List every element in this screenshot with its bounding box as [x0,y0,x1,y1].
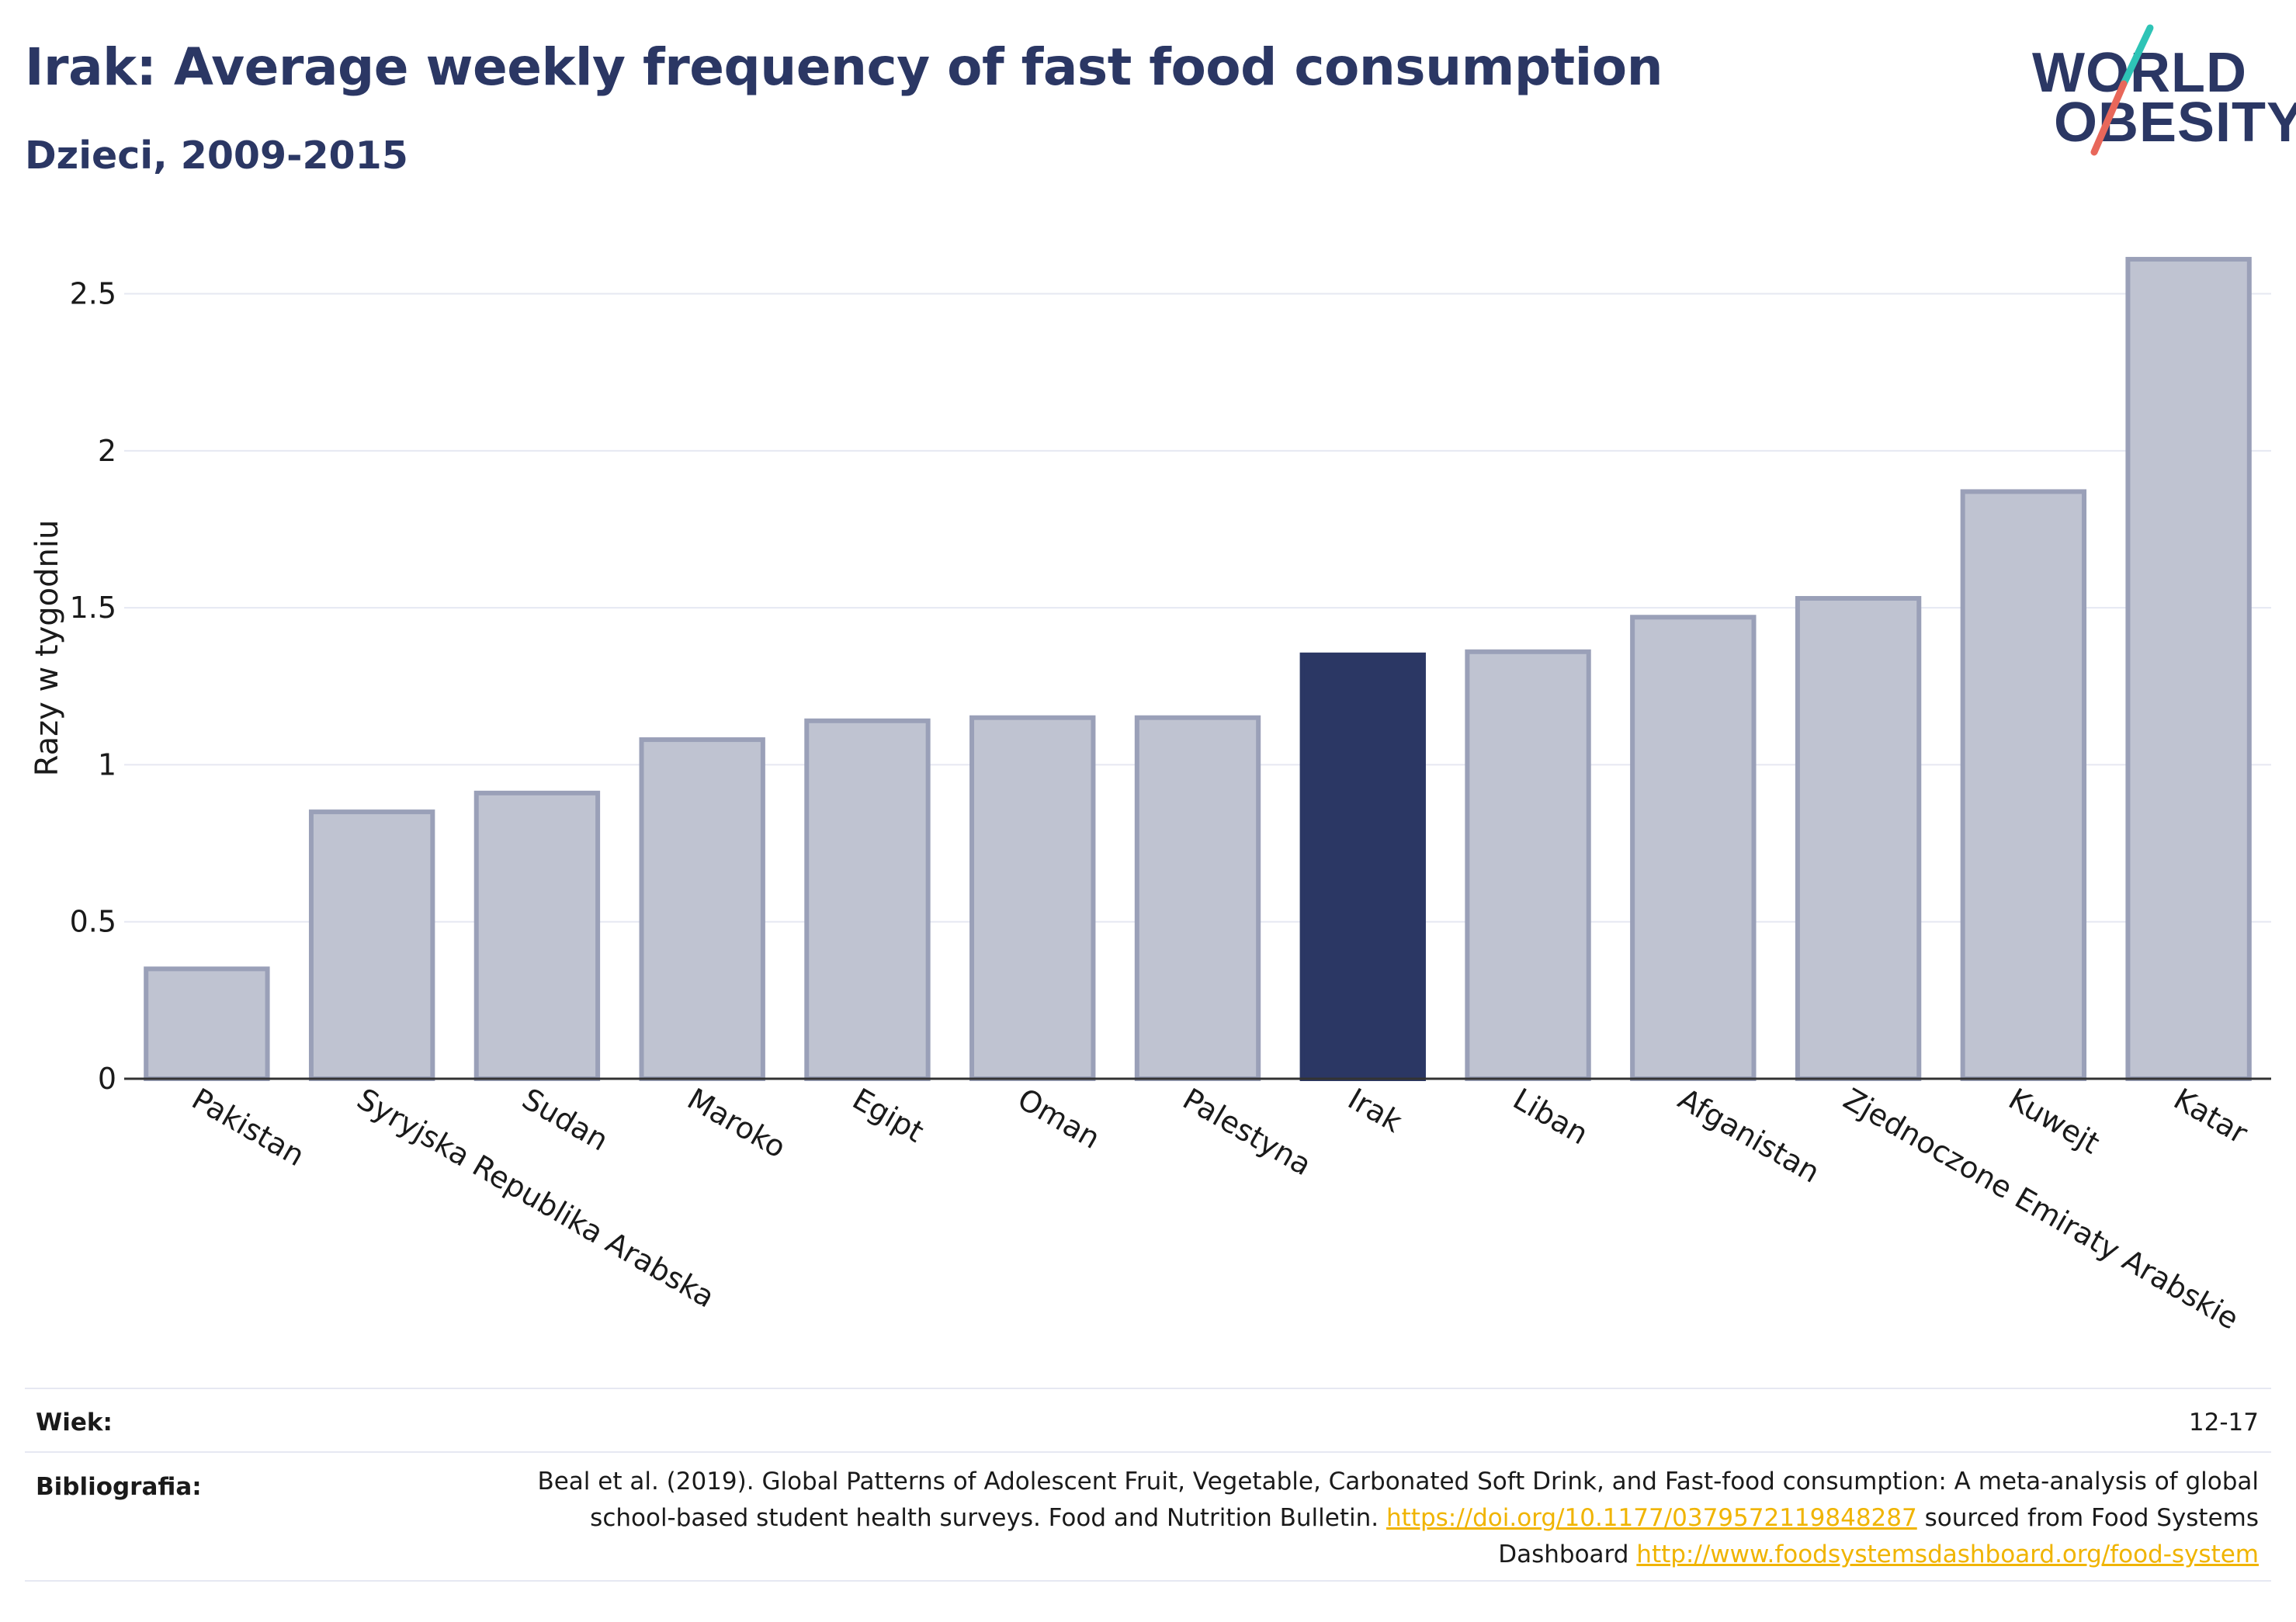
bar-zjednoczone-emiraty-arabskie[interactable] [1795,595,1922,1081]
x-tick-label: Kuwejt [2003,1082,2105,1161]
bibliography-text-part1: Beal et al. (2019). Global Patterns of A… [537,1468,2259,1532]
chart-title: Irak: Average weekly frequency of fast f… [25,37,1663,97]
bar-kuwejt[interactable] [1960,489,2087,1081]
footer-divider-top [25,1388,2271,1389]
y-tick-label: 2.5 [70,277,116,311]
x-tick-label: Pakistan [186,1082,310,1173]
x-tick-label: Sudan [516,1082,614,1158]
x-tick-label: Maroko [682,1082,792,1165]
x-tick-label: Palestyna [1177,1082,1317,1183]
world-obesity-logo[interactable]: WORLD OBESITY [2026,23,2296,163]
bar-egipt[interactable] [804,718,931,1081]
bar-sudan[interactable] [473,790,601,1081]
y-tick-label: 0.5 [70,905,116,939]
y-axis-title: Razy w tygodniu [29,520,65,777]
age-value: 12-17 [2188,1409,2259,1437]
footer-divider-bottom [25,1580,2271,1582]
y-tick-label: 1 [98,747,116,782]
x-tick-label: Irak [1342,1082,1407,1139]
y-tick-label: 2 [98,434,116,468]
y-tick-labels: 0 0.5 1 1.5 2 2.5 [70,277,116,1096]
age-label: Wiek: [36,1409,113,1437]
chart-subtitle: Dzieci, 2009-2015 [25,133,408,178]
x-tick-label: Liban [1507,1082,1594,1152]
bars [144,257,2252,1082]
x-tick-label: Afganistan [1673,1082,1826,1190]
food-systems-link[interactable]: http://www.foodsystemsdashboard.org/food… [1636,1541,2259,1568]
bar-katar[interactable] [2125,257,2252,1082]
bibliography-text-part2: sourced from Food Systems Dashboard [1498,1504,2259,1568]
bar-irak[interactable] [1299,652,1426,1081]
logo-line-obesity: OBESITY [2054,92,2296,154]
bar-oman[interactable] [969,715,1096,1082]
x-tick-label: Katar [2168,1082,2253,1151]
bibliography-text: Beal et al. (2019). Global Patterns of A… [489,1464,2259,1573]
bar-chart: 0 0.5 1 1.5 2 2.5 Pakistan Syryjska Republika … [29,257,2271,1336]
bar-pakistan[interactable] [144,966,270,1082]
bar-liban[interactable] [1465,649,1591,1081]
footer-divider-mid [25,1451,2271,1453]
doi-link[interactable]: https://doi.org/10.1177/0379572119848287 [1386,1504,1917,1532]
y-tick-label: 1.5 [70,591,116,625]
x-tick-label: Oman [1012,1082,1106,1156]
bar-afganistan[interactable] [1630,615,1757,1081]
y-tick-label: 0 [98,1062,116,1096]
bar-syryjska-republika-arabska[interactable] [308,809,435,1081]
bar-maroko[interactable] [639,737,765,1081]
logo-slash-icon [2090,24,2154,156]
bibliography-label: Bibliografia: [36,1473,202,1501]
bar-palestyna[interactable] [1134,715,1261,1082]
x-tick-label: Egipt [847,1082,930,1149]
